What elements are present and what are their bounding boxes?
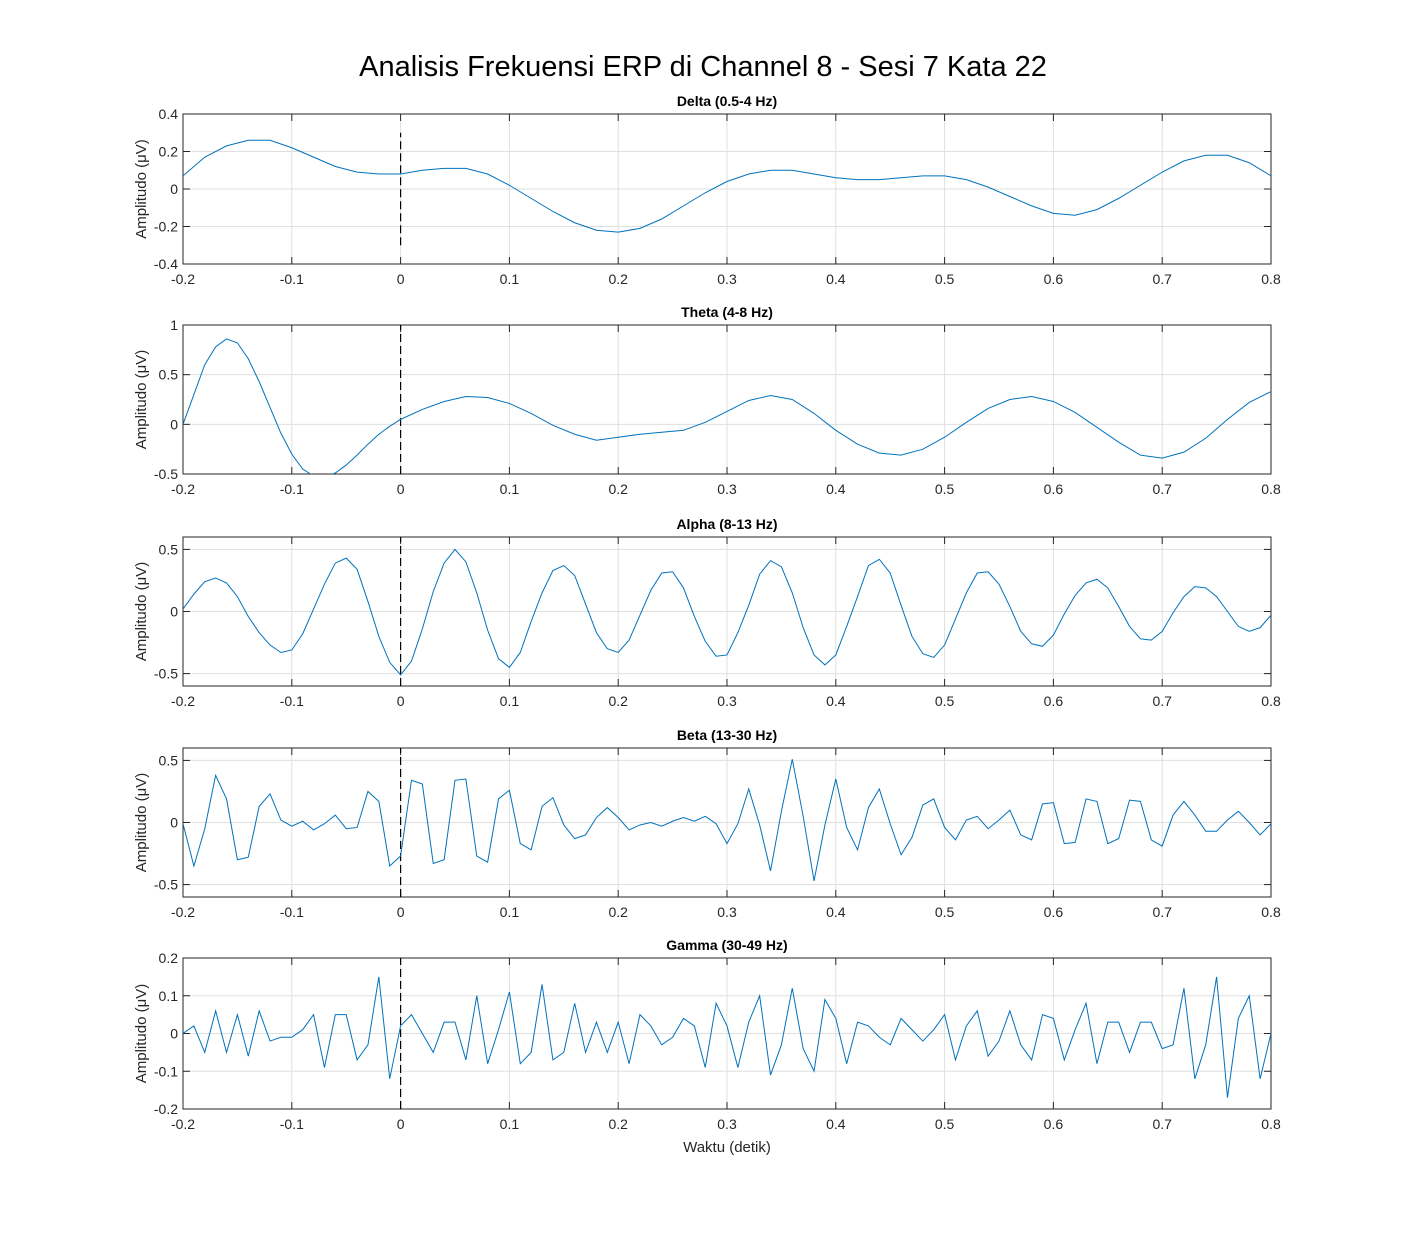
delta-xtick-label: 0 [397, 271, 405, 287]
alpha-xtick-label: -0.2 [171, 693, 195, 709]
alpha-xtick-label: 0 [397, 693, 405, 709]
theta-xtick-label: 0.7 [1152, 481, 1172, 497]
figure-title: Analisis Frekuensi ERP di Channel 8 - Se… [359, 51, 1047, 83]
gamma-ytick-label: 0.2 [159, 950, 179, 966]
delta-title: Delta (0.5-4 Hz) [677, 93, 777, 109]
beta-xtick-label: 0.1 [500, 904, 520, 920]
theta-ylabel: Amplitudo (μV) [133, 350, 150, 450]
theta-xtick-label: 0.6 [1044, 481, 1064, 497]
beta-xtick-label: 0.5 [935, 904, 955, 920]
theta-ytick-label: 0.5 [159, 367, 179, 383]
delta-xtick-label: 0.7 [1152, 271, 1172, 287]
alpha-xtick-label: -0.1 [280, 693, 304, 709]
beta-xtick-label: -0.2 [171, 904, 195, 920]
gamma-xtick-label: 0.8 [1261, 1116, 1281, 1132]
alpha-xtick-label: 0.3 [717, 693, 737, 709]
beta-ytick-label: -0.5 [154, 877, 178, 893]
delta-xtick-label: 0.5 [935, 271, 955, 287]
alpha-xtick-label: 0.2 [608, 693, 628, 709]
alpha-series-line [183, 548, 1271, 676]
gamma-xtick-label: 0.1 [500, 1116, 520, 1132]
theta-ytick-label: -0.5 [154, 466, 178, 482]
gamma-xtick-label: 0 [397, 1116, 405, 1132]
theta-xtick-label: 0.1 [500, 481, 520, 497]
theta-xtick-label: 0.8 [1261, 481, 1281, 497]
delta-xtick-label: 0.8 [1261, 271, 1281, 287]
theta-series-line [183, 338, 1271, 474]
theta-xtick-label: -0.2 [171, 481, 195, 497]
gamma-ytick-label: 0 [170, 1026, 178, 1042]
gamma-title: Gamma (30-49 Hz) [666, 937, 787, 953]
gamma-ytick-label: -0.1 [154, 1063, 178, 1079]
gamma-xtick-label: -0.2 [171, 1116, 195, 1132]
theta-xtick-label: 0 [397, 481, 405, 497]
gamma-panel: -0.2 -0.1 0 0.1 0.2 0.3 0.4 0.5 0.6 0.7 0.8 -0.2 -0.… [133, 937, 1281, 1156]
alpha-title: Alpha (8-13 Hz) [676, 516, 777, 532]
beta-xtick-label: -0.1 [280, 904, 304, 920]
theta-ytick-label: 1 [170, 317, 178, 333]
delta-panel: -0.2 -0.1 0 0.1 0.2 0.3 0.4 0.5 0.6 0.7 0.8-0.4-0.… [133, 93, 1281, 287]
beta-xtick-label: 0.8 [1261, 904, 1281, 920]
beta-ylabel: Amplitudo (μV) [133, 773, 150, 873]
theta-title: Theta (4-8 Hz) [681, 304, 773, 320]
delta-xtick-label: 0.3 [717, 271, 737, 287]
beta-xtick-label: 0.2 [608, 904, 628, 920]
gamma-xtick-label: 0.2 [608, 1116, 628, 1132]
gamma-xtick-label: -0.1 [280, 1116, 304, 1132]
delta-ytick-label: 0.4 [159, 106, 179, 122]
theta-xtick-label: 0.2 [608, 481, 628, 497]
delta-xtick-label: -0.1 [280, 271, 304, 287]
delta-xtick-label: 0.4 [826, 271, 846, 287]
gamma-series-line [183, 976, 1271, 1098]
theta-panel: -0.2 -0.1 0 0.1 0.2 0.3 0.4 0.5 0.6 0.7 0.8 -0.5 0 0.… [133, 304, 1281, 497]
beta-series-line [183, 759, 1271, 881]
gamma-xtick-label: 0.3 [717, 1116, 737, 1132]
delta-xtick-label: 0.2 [608, 271, 628, 287]
delta-xtick-label: 0.6 [1044, 271, 1064, 287]
delta-ylabel: Amplitudo (μV) [133, 139, 150, 239]
beta-xtick-label: 0 [397, 904, 405, 920]
alpha-ytick-label: -0.5 [154, 666, 178, 682]
delta-ytick-label: -0.4 [154, 256, 178, 272]
alpha-ytick-label: 0.5 [159, 541, 179, 557]
beta-panel: -0.2 -0.1 0 0.1 0.2 0.3 0.4 0.5 0.6 0.7 0.8 -0.5 0 0.… [133, 727, 1281, 920]
delta-ytick-label: 0.2 [159, 144, 179, 160]
gamma-xlabel: Waktu (detik) [683, 1139, 771, 1156]
beta-xtick-label: 0.6 [1044, 904, 1064, 920]
theta-xtick-label: 0.5 [935, 481, 955, 497]
theta-ytick-label: 0 [170, 416, 178, 432]
gamma-xtick-label: 0.4 [826, 1116, 846, 1132]
delta-xtick-label: -0.2 [171, 271, 195, 287]
theta-xtick-label: 0.3 [717, 481, 737, 497]
beta-ytick-label: 0 [170, 815, 178, 831]
beta-ytick-label: 0.5 [159, 752, 179, 768]
alpha-xtick-label: 0.7 [1152, 693, 1172, 709]
beta-xtick-label: 0.7 [1152, 904, 1172, 920]
alpha-xtick-label: 0.6 [1044, 693, 1064, 709]
theta-xtick-label: -0.1 [280, 481, 304, 497]
alpha-panel: -0.2 -0.1 0 0.1 0.2 0.3 0.4 0.5 0.6 0.7 0.8 -0.5 0 0.… [133, 516, 1281, 709]
delta-xtick-label: 0.1 [500, 271, 520, 287]
alpha-xtick-label: 0.5 [935, 693, 955, 709]
gamma-xtick-label: 0.6 [1044, 1116, 1064, 1132]
beta-title: Beta (13-30 Hz) [677, 727, 777, 743]
beta-xtick-label: 0.4 [826, 904, 846, 920]
theta-xtick-label: 0.4 [826, 481, 846, 497]
alpha-xtick-label: 0.4 [826, 693, 846, 709]
gamma-xtick-label: 0.7 [1152, 1116, 1172, 1132]
gamma-xtick-label: 0.5 [935, 1116, 955, 1132]
alpha-xtick-label: 0.8 [1261, 693, 1281, 709]
gamma-ylabel: Amplitudo (μV) [133, 984, 150, 1084]
delta-ytick-label: -0.2 [154, 219, 178, 235]
beta-xtick-label: 0.3 [717, 904, 737, 920]
alpha-ylabel: Amplitudo (μV) [133, 562, 150, 662]
gamma-ytick-label: 0.1 [159, 988, 179, 1004]
gamma-ytick-label: -0.2 [154, 1101, 178, 1117]
delta-series-line [183, 139, 1271, 233]
alpha-xtick-label: 0.1 [500, 693, 520, 709]
alpha-ytick-label: 0 [170, 604, 178, 620]
delta-ytick-label: 0 [170, 181, 178, 197]
